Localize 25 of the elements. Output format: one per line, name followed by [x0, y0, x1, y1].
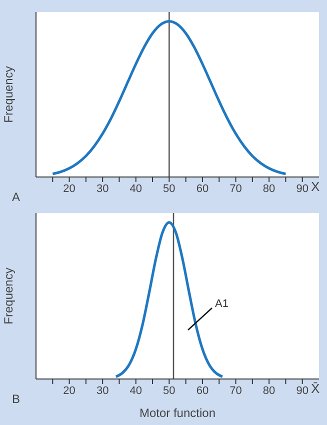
text: X — [311, 179, 320, 194]
x-tick-label: 30 — [96, 182, 109, 195]
x-tick-label: 70 — [230, 384, 242, 397]
text: B — [12, 392, 20, 406]
x-tick-label: 60 — [196, 182, 209, 195]
x-tick-label: 40 — [130, 182, 142, 195]
x-tick-label: 80 — [262, 384, 276, 397]
x-tick-label: 80 — [262, 182, 276, 195]
y-axis-title: Frequency — [1, 268, 16, 324]
x-tick-label: 90 — [296, 384, 308, 397]
text: A — [12, 190, 20, 204]
x-tick-label: 90 — [296, 182, 308, 195]
x-axis-title: Motor function — [139, 406, 216, 420]
x-tick-label: 60 — [196, 384, 209, 397]
x-tick-label: 70 — [230, 182, 242, 195]
y-axis-title: Frequency — [1, 66, 16, 123]
x-tick-label: 20 — [63, 384, 76, 397]
x-tick-label: 50 — [163, 182, 176, 195]
text: X̄ — [311, 381, 320, 396]
x-tick-label: 50 — [163, 384, 176, 397]
x-tick-label: 40 — [130, 384, 142, 397]
label-leader: A1 — [186, 295, 230, 333]
x-tick-label: 30 — [96, 384, 109, 397]
x-tick-label: 20 — [63, 182, 76, 195]
annotation: A1 — [215, 298, 228, 310]
